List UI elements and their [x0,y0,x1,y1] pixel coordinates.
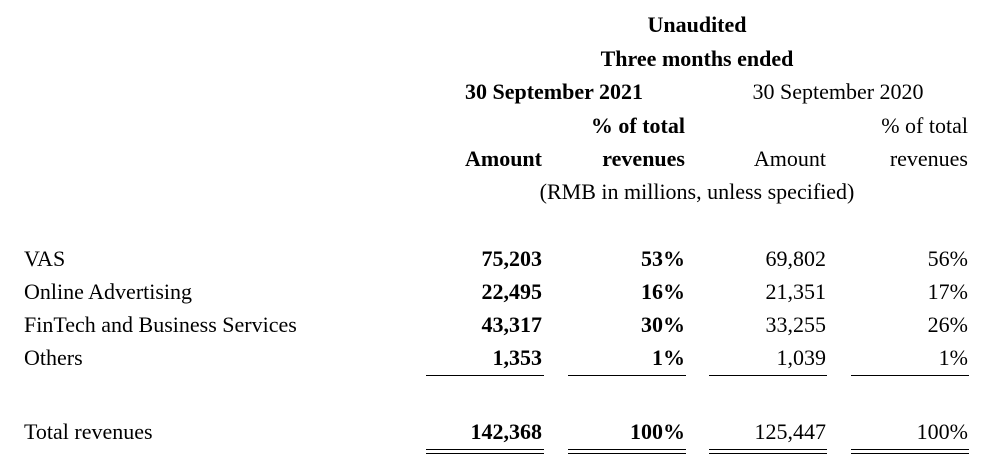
total-double-rule [568,449,686,454]
total-double-rule [426,449,544,454]
header-period: Three months ended [600,46,794,71]
total-amount-2020: 125,447 [754,419,827,444]
amount-2020: 69,802 [765,246,827,271]
total-label: Total revenues [24,419,153,444]
total-pct-2021: 100% [630,419,685,444]
pct-2021: 30% [641,312,685,337]
subtotal-rule [709,375,827,376]
pct-2020: 26% [927,312,968,337]
header-amount-2020: Amount [753,146,826,171]
amount-2021: 43,317 [481,312,543,337]
header-units: (RMB in millions, unless specified) [539,179,855,204]
amount-2020: 21,351 [765,279,827,304]
amount-2020: 33,255 [765,312,827,337]
total-amount-2021: 142,368 [470,419,543,444]
header-pct-2021-line1: % of total [590,113,685,138]
row-label: VAS [24,246,66,271]
header-pct-2020-line2: revenues [889,146,968,171]
amount-2021: 1,353 [492,345,543,370]
amount-2021: 22,495 [481,279,543,304]
total-double-rule [851,449,969,454]
pct-2021: 16% [641,279,685,304]
pct-2020: 1% [938,345,968,370]
pct-2021: 53% [641,246,685,271]
header-pct-2021-line2: revenues [602,146,685,171]
pct-2020: 17% [927,279,968,304]
pct-2020: 56% [927,246,968,271]
subtotal-rule [426,375,544,376]
header-pct-2020-line1: % of total [881,113,968,138]
amount-2021: 75,203 [481,246,543,271]
subtotal-rule [568,375,686,376]
subtotal-rule [851,375,969,376]
header-date-2021: 30 September 2021 [464,79,644,104]
total-double-rule [709,449,827,454]
total-pct-2020: 100% [916,419,968,444]
header-unaudited: Unaudited [647,12,747,37]
row-label: Others [24,345,83,370]
amount-2020: 1,039 [776,345,827,370]
header-date-2020: 30 September 2020 [752,79,924,104]
header-amount-2021: Amount [464,146,542,171]
pct-2021: 1% [652,345,685,370]
row-label: Online Advertising [24,279,193,304]
row-label: FinTech and Business Services [24,312,297,337]
